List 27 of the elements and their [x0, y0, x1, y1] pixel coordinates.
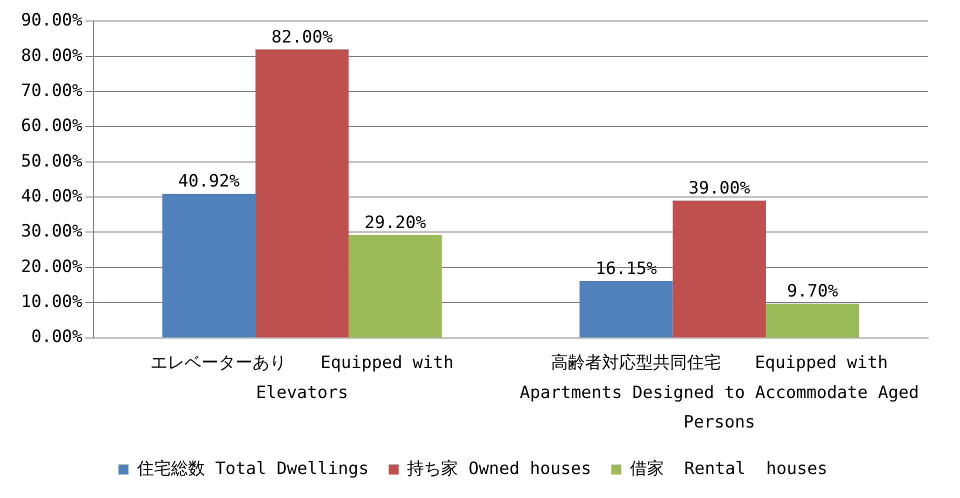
data-label: 16.15%	[595, 258, 657, 279]
y-tick-label: 40.00%	[20, 186, 82, 206]
y-tick-label: 60.00%	[20, 116, 82, 136]
bar	[766, 304, 860, 338]
y-tick-label: 70.00%	[20, 80, 82, 101]
data-label: 29.20%	[364, 212, 426, 233]
data-label: 40.92%	[178, 172, 240, 192]
y-tick-label: 50.00%	[20, 151, 82, 172]
y-tick-label: 0.00%	[31, 327, 82, 348]
y-tick-label: 20.00%	[20, 256, 82, 277]
legend-label: 借家 Rental houses	[630, 458, 828, 479]
bar	[580, 280, 673, 338]
x-tick-label: 高齢者対応型共同住宅 Equipped with Apartments Designed to Accommodate Aged Persons	[520, 353, 919, 433]
bar	[162, 194, 256, 338]
bar	[348, 235, 442, 338]
bar	[672, 200, 766, 338]
data-label: 82.00%	[271, 27, 333, 48]
x-tick-label: エレベーターあり Equipped with Elevators	[150, 353, 454, 403]
legend-label: 持ち家 Owned houses	[407, 458, 592, 479]
y-tick-label: 10.00%	[20, 292, 82, 312]
data-label: 9.70%	[786, 282, 838, 302]
data-label: 39.00%	[688, 178, 750, 198]
legend-label: 住宅総数 Total Dwellings	[136, 458, 369, 479]
y-tick-label: 30.00%	[20, 222, 82, 242]
bar	[255, 49, 349, 338]
y-tick-label: 90.00%	[20, 10, 82, 31]
y-tick-label: 80.00%	[20, 46, 82, 66]
